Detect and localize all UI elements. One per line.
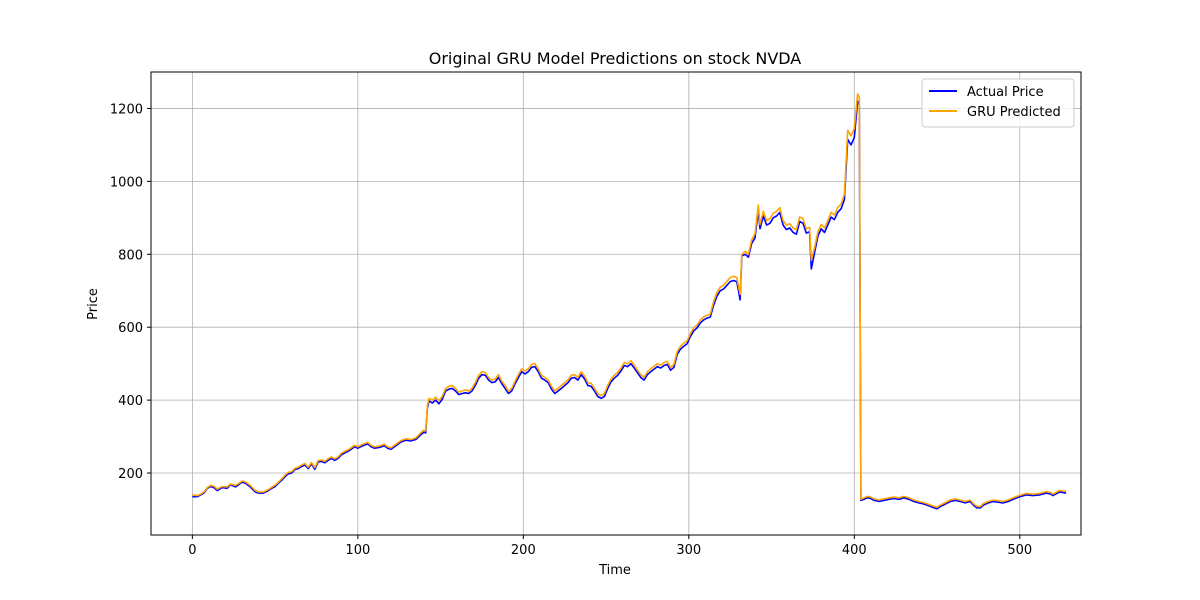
y-axis-ticks: 200 400 600 800 1000 1200 <box>110 102 151 482</box>
x-tick-label: 0 <box>188 543 196 558</box>
legend-label-predicted: GRU Predicted <box>967 105 1061 120</box>
actual-price-line <box>192 100 1067 510</box>
x-tick-label: 200 <box>511 543 536 558</box>
y-tick-label: 200 <box>118 467 143 482</box>
y-tick-label: 1000 <box>110 175 143 190</box>
x-tick-label: 400 <box>842 543 867 558</box>
x-axis-ticks: 0 100 200 300 400 500 <box>188 535 1032 558</box>
x-axis-label: Time <box>598 563 631 578</box>
chart-legend: Actual Price GRU Predicted <box>921 78 1075 128</box>
y-tick-label: 1200 <box>110 102 143 117</box>
grid-lines <box>151 72 1081 535</box>
y-tick-label: 800 <box>118 248 143 263</box>
legend-box <box>921 78 1075 128</box>
plot-frame <box>150 71 1082 536</box>
x-tick-label: 500 <box>1007 543 1032 558</box>
y-axis-label: Price <box>86 288 101 320</box>
chart-title: Original GRU Model Predictions on stock … <box>429 49 802 68</box>
legend-label-actual: Actual Price <box>967 85 1044 100</box>
y-tick-label: 600 <box>118 321 143 336</box>
y-tick-label: 400 <box>118 394 143 409</box>
series-layer <box>192 93 1067 510</box>
x-tick-label: 100 <box>345 543 370 558</box>
gru-predicted-line <box>192 93 1067 509</box>
x-tick-label: 300 <box>676 543 701 558</box>
